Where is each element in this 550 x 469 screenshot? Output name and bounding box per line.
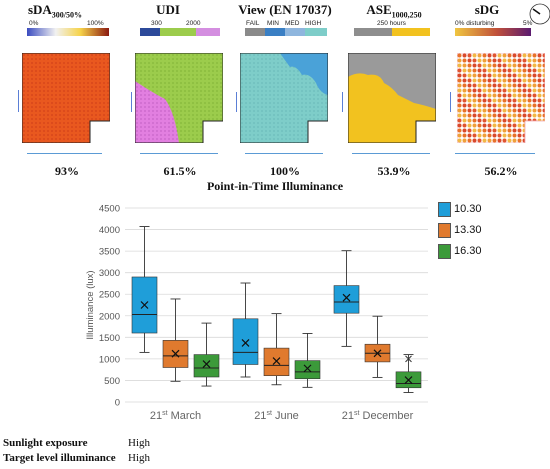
info-label: Sunlight exposure <box>3 437 88 449</box>
sdg-floor-plan-map <box>457 53 545 143</box>
panel-value: 61.5% <box>163 164 197 178</box>
metric-panels: sDA300/50% 0% 100% 93% UDI 300 2000 <box>0 0 550 192</box>
info-value: High <box>128 452 150 464</box>
legend-swatch <box>438 244 451 259</box>
legend-swatch <box>438 202 451 217</box>
y-tick-label: 0 <box>115 398 120 409</box>
scale-min-label: 300 <box>151 20 162 27</box>
panel-title: sDG <box>474 2 500 17</box>
mean-marker <box>140 301 149 309</box>
y-tick-label: 2500 <box>99 290 120 301</box>
legend-item-1330: 13.30 <box>438 223 518 239</box>
y-tick-label: 4000 <box>99 225 120 236</box>
scale-min-label: 0% disturbing <box>455 20 495 27</box>
mean-marker <box>342 293 351 302</box>
view-scale-bar <box>245 28 327 36</box>
legend-label: 13.30 <box>454 224 482 236</box>
panel-title: sDA300/50% <box>27 2 83 20</box>
y-tick-label: 500 <box>104 376 120 387</box>
mean-marker <box>404 376 413 384</box>
panel-title: ASE1000,250 <box>366 2 422 20</box>
scale-max-label: 5% <box>523 20 533 27</box>
x-tick-label: 21st December <box>342 410 414 422</box>
mean-marker <box>171 349 180 358</box>
legend-item-1630: 16.30 <box>438 244 518 260</box>
compass-icon <box>529 3 550 25</box>
mean-marker <box>303 364 312 373</box>
y-tick-label: 1500 <box>99 333 120 344</box>
side-marker <box>342 92 343 112</box>
base-marker <box>140 153 218 154</box>
y-tick-label: 4500 <box>99 204 120 215</box>
panel-value: 93% <box>55 164 79 178</box>
panel-title: UDI <box>156 2 180 17</box>
legend-label: 10.30 <box>454 203 482 215</box>
base-marker <box>352 153 430 154</box>
legend-item-1030: 10.30 <box>438 202 518 218</box>
y-tick-label: 3000 <box>99 268 120 279</box>
base-marker <box>245 153 323 154</box>
scale-label-high: HIGH <box>305 20 322 27</box>
panel-value: 100% <box>270 164 300 178</box>
scale-min-label: 0% <box>29 20 39 27</box>
legend-label: 16.30 <box>454 245 482 257</box>
y-axis-label: Illuminance (lux) <box>85 270 96 339</box>
scale-label: 250 hours <box>377 20 406 27</box>
x-tick-label: 21st March <box>150 410 201 422</box>
mean-marker <box>373 349 382 358</box>
panel-value: 53.9% <box>377 164 411 178</box>
chart-title: Point-in-Time Illuminance <box>206 179 344 193</box>
side-marker <box>236 92 237 112</box>
box <box>193 354 220 378</box>
y-tick-label: 2000 <box>99 311 120 322</box>
udi-floor-plan-map <box>135 53 223 143</box>
panel-value: 56.2% <box>484 164 518 178</box>
ase-scale-bar <box>354 28 430 36</box>
mean-marker <box>272 357 281 365</box>
panel-title: View (EN 17037) <box>238 2 332 17</box>
side-marker <box>18 90 19 112</box>
info-value: High <box>128 437 150 449</box>
base-marker <box>455 153 535 154</box>
sda-floor-plan-map <box>22 53 110 143</box>
scale-label-fail: FAIL <box>246 20 260 27</box>
scale-label-min: MIN <box>267 20 279 27</box>
udi-scale-bar <box>140 28 220 36</box>
legend-swatch <box>438 223 451 238</box>
sda-scale-bar <box>27 28 109 36</box>
scale-max-label: 2000 <box>186 20 201 27</box>
ase-floor-plan-map <box>348 53 436 143</box>
scale-label-med: MED <box>285 20 300 27</box>
y-tick-label: 3500 <box>99 247 120 258</box>
y-tick-label: 1000 <box>99 354 120 365</box>
box <box>333 285 360 314</box>
info-label: Target level illuminance <box>3 452 116 464</box>
sdg-scale-bar <box>455 28 531 36</box>
box <box>263 347 290 377</box>
x-tick-label: 21st June <box>254 410 299 422</box>
mean-marker <box>202 360 211 368</box>
box <box>232 318 259 365</box>
side-marker <box>131 92 132 112</box>
base-marker <box>27 153 102 154</box>
view-floor-plan-map <box>240 53 328 143</box>
scale-max-label: 100% <box>87 20 104 27</box>
side-marker <box>450 92 451 112</box>
outlier-marker <box>405 355 412 363</box>
mean-marker <box>241 339 250 347</box>
illuminance-boxplot: 0 500 1000 1500 2000 2500 3000 3500 4000 4500 Illu… <box>85 204 428 422</box>
box <box>294 360 321 380</box>
